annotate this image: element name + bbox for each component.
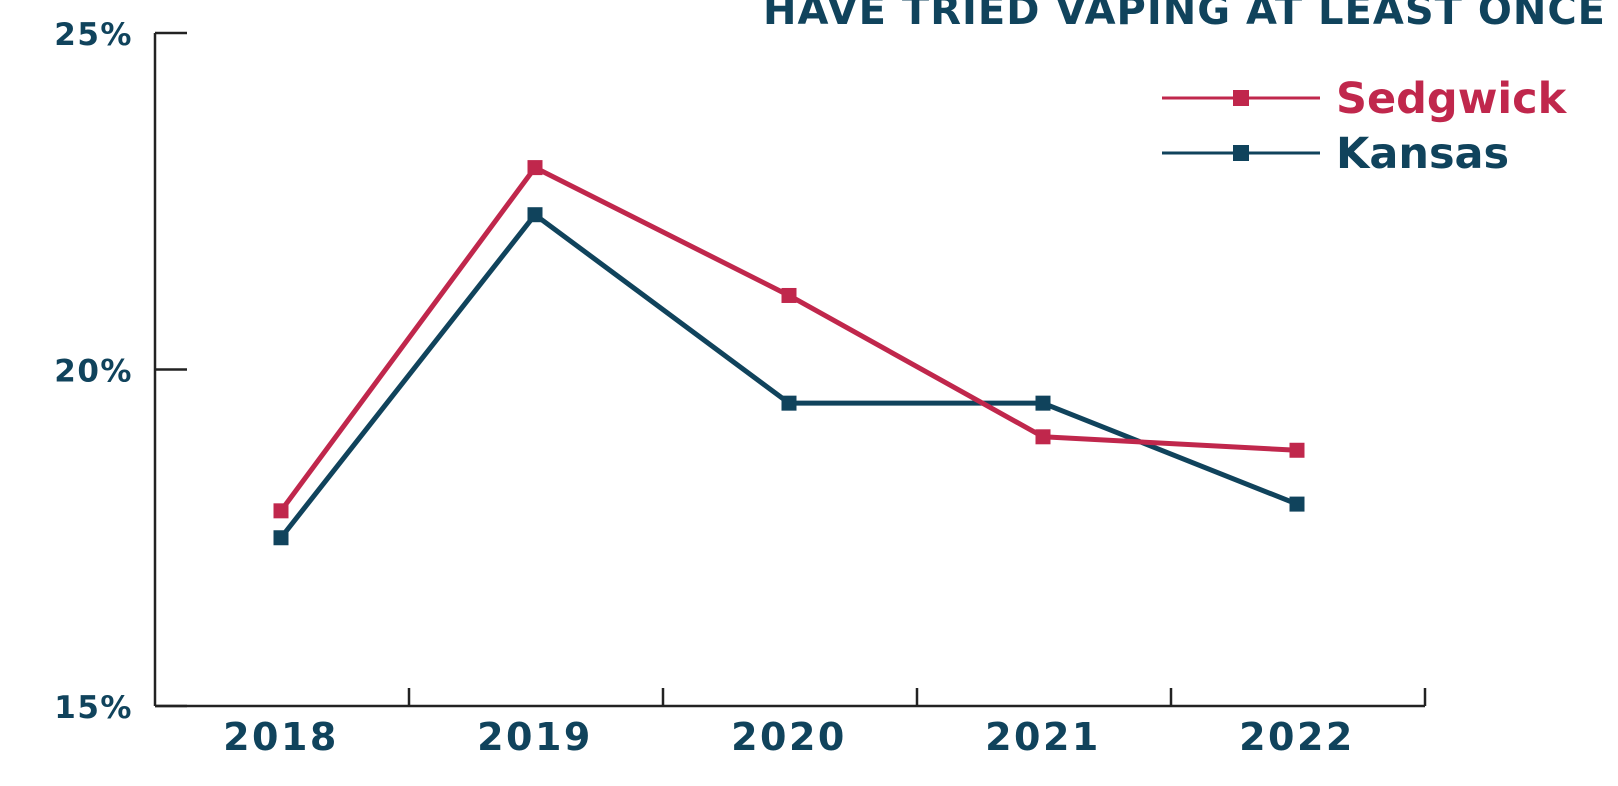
legend-marker [1233, 145, 1249, 161]
chart-title: HAVE TRIED VAPING AT LEAST ONCE [763, 0, 1606, 34]
series-line-kansas [278, 212, 1300, 541]
y-tick-label: 20% [54, 354, 133, 390]
data-point-kansas [527, 207, 543, 223]
x-tick-label: 2021 [985, 715, 1101, 759]
series-kansas [273, 207, 1305, 546]
y-tick-label: 15% [54, 690, 133, 726]
data-point-kansas [1035, 395, 1051, 411]
x-tick-label: 2020 [731, 715, 847, 759]
legend-label: Kansas [1336, 129, 1509, 179]
legend-item-sedgwick: Sedgwick [1162, 74, 1568, 124]
series-line-sedgwick [278, 165, 1300, 514]
axes: 15% 20% 25% 2018 2019 2020 2021 2022 [54, 17, 1427, 759]
data-point-sedgwick [781, 287, 797, 303]
series-layer [273, 160, 1305, 546]
data-point-kansas [273, 530, 289, 546]
x-tick-label: 2022 [1239, 715, 1355, 759]
x-tick-label: 2019 [477, 715, 593, 759]
data-point-kansas [1289, 496, 1305, 512]
data-point-sedgwick [527, 160, 543, 176]
y-tick-label: 25% [54, 17, 133, 53]
legend-marker [1233, 90, 1249, 106]
series-sedgwick [273, 160, 1305, 519]
data-point-sedgwick [1289, 442, 1305, 458]
legend-item-kansas: Kansas [1162, 129, 1509, 179]
x-tick-label: 2018 [223, 715, 339, 759]
legend-label: Sedgwick [1336, 74, 1568, 124]
data-point-sedgwick [1035, 429, 1051, 445]
data-point-kansas [781, 395, 797, 411]
data-point-sedgwick [273, 503, 289, 519]
